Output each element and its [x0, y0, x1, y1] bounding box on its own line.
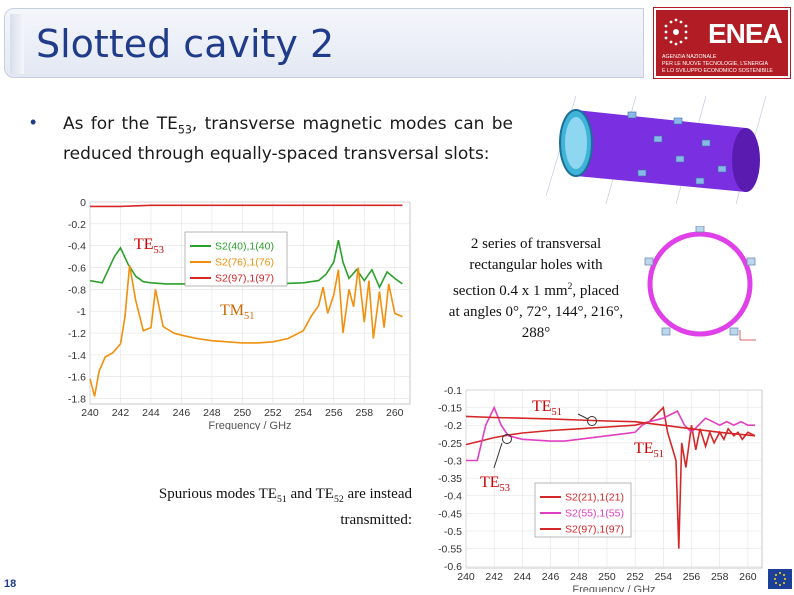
slide-title: Slotted cavity 2 — [36, 22, 335, 66]
pointer-circle-te53 — [502, 434, 512, 444]
x-tick-label: 252 — [626, 571, 644, 583]
y-tick-label: -0.6 — [444, 561, 462, 573]
x-tick-label: 246 — [542, 571, 560, 583]
logo-line-1: AGENZIA NAZIONALE — [662, 54, 717, 60]
y-tick-label: -0.45 — [438, 508, 462, 520]
y-tick-label: -1 — [77, 306, 86, 318]
pointer-circle-te51-top — [587, 416, 597, 426]
x-axis-label: Frequency / GHz — [208, 420, 291, 430]
holes-sup: 2 — [567, 281, 573, 292]
y-tick-label: 0 — [80, 197, 86, 209]
x-tick-label: 260 — [386, 407, 404, 419]
title-bar — [4, 8, 644, 78]
holes-text-a: 2 series of transversal rectangular hole… — [452, 236, 603, 299]
x-tick-label: 258 — [711, 571, 729, 583]
series-line-0 — [89, 240, 403, 290]
plot-area — [465, 389, 763, 569]
bullet-text: As for the TE53, transverse magnetic mod… — [63, 112, 513, 166]
x-tick-label: 244 — [142, 407, 160, 419]
x-tick-label: 242 — [485, 571, 503, 583]
y-tick-label: -0.6 — [68, 263, 86, 275]
bullet-post: , transverse magnetic modes can be reduc… — [63, 114, 513, 165]
y-tick-label: -1.2 — [68, 328, 86, 340]
legend-box — [534, 482, 632, 538]
chart-te53-transmission: 240 242 244 246 248 250 252 254 256 258 260 0 -0.2 -0… — [68, 197, 411, 430]
eu-flag-icon — [768, 569, 792, 589]
logo-word: ENEA — [708, 18, 783, 49]
x-tick-label: 256 — [683, 571, 701, 583]
y-tick-label: -0.55 — [438, 544, 462, 556]
pointer-line-te53 — [493, 442, 503, 469]
logo-line-3: E LO SVILUPPO ECONOMICO SOSTENIBILE — [662, 68, 773, 74]
title-accent — [10, 14, 24, 74]
logo-line-2: PER LE NUOVE TECNOLOGIE, L'ENERGIA — [662, 61, 768, 67]
legend-entry-2: S2(97),1(97) — [215, 273, 274, 285]
series-line-1 — [466, 405, 755, 462]
spurious-c: are instead transmitted: — [340, 486, 412, 528]
annotation-te53-chart2: TE53 — [480, 474, 510, 495]
y-tick-label: -0.25 — [438, 438, 462, 450]
series-line-2 — [90, 204, 403, 208]
x-tick-label: 240 — [457, 571, 475, 583]
x-tick-label: 248 — [570, 571, 588, 583]
legend-entry-0: S2(21),1(21) — [565, 492, 624, 504]
legend-entry-1: S2(55),1(55) — [565, 508, 624, 520]
cavity-cross-section — [628, 226, 770, 344]
x-tick-label: 256 — [325, 407, 343, 419]
legend-entry-2: S2(97),1(97) — [565, 524, 624, 536]
y-tick-label: -1.6 — [68, 372, 86, 384]
enea-logo-mark — [664, 18, 688, 46]
y-tick-label: -0.2 — [68, 219, 86, 231]
y-tick-label: -0.8 — [68, 284, 86, 296]
y-tick-label: -0.2 — [444, 420, 462, 432]
spurious-s2: 52 — [333, 494, 344, 505]
spurious-b: and TE — [286, 486, 334, 502]
y-tick-label: -1.8 — [68, 394, 86, 406]
x-tick-label: 246 — [173, 407, 191, 419]
cavity-3d-render — [546, 96, 767, 205]
enea-logo: ENEA AGENZIA NAZIONALE PER LE NUOVE TECN… — [653, 7, 791, 79]
annotation-tm51: TM51 — [220, 302, 255, 323]
annotation-te51-top: TE51 — [532, 398, 562, 419]
x-tick-label: 250 — [598, 571, 616, 583]
x-tick-label: 242 — [112, 407, 130, 419]
x-tick-label: 244 — [514, 571, 532, 583]
series-line-0 — [465, 405, 756, 549]
annotation-te53: TE53 — [134, 236, 164, 257]
spurious-note: Spurious modes TE51 and TE52 are instead… — [150, 484, 412, 531]
bullet-sub: 53 — [177, 123, 192, 137]
y-tick-label: -0.1 — [444, 385, 462, 397]
holes-description: 2 series of transversal rectangular hole… — [448, 234, 624, 344]
y-tick-label: -0.15 — [438, 403, 462, 415]
page-number: 18 — [4, 578, 17, 590]
y-tick-label: -1.4 — [68, 350, 86, 362]
y-tick-label: -0.3 — [444, 455, 462, 467]
y-tick-label: -0.4 — [444, 491, 462, 503]
bullet-marker: • — [30, 112, 37, 132]
x-tick-label: 252 — [264, 407, 282, 419]
y-tick-label: -0.5 — [444, 526, 462, 538]
series-line-1 — [89, 265, 403, 397]
legend-entry-1: S2(76),1(76) — [215, 257, 274, 269]
series-line-2 — [465, 415, 756, 437]
x-axis-label: Frequency / GHz — [572, 584, 655, 592]
holes-text-b: , placed at angles 0°, 72°, 144°, 216°, … — [448, 283, 624, 341]
x-tick-label: 250 — [234, 407, 252, 419]
y-tick-label: -0.4 — [68, 241, 86, 253]
bullet-pre: As for the TE — [63, 114, 178, 134]
x-tick-label: 248 — [203, 407, 221, 419]
x-tick-label: 258 — [356, 407, 374, 419]
x-tick-label: 260 — [739, 571, 757, 583]
legend-entry-0: S2(40),1(40) — [215, 241, 274, 253]
y-tick-label: -0.35 — [438, 473, 462, 485]
chart-te51-transmission: 240 242 244 246 248 250 252 254 256 258 260 -0.1 -0.… — [438, 385, 763, 592]
annotation-te51-right: TE51 — [634, 440, 664, 461]
x-tick-label: 240 — [81, 407, 99, 419]
spurious-s1: 51 — [276, 494, 287, 505]
pointer-line-te51-top — [577, 413, 589, 420]
spurious-a: Spurious modes TE — [158, 486, 277, 502]
x-tick-label: 254 — [295, 407, 313, 419]
x-tick-label: 254 — [655, 571, 673, 583]
